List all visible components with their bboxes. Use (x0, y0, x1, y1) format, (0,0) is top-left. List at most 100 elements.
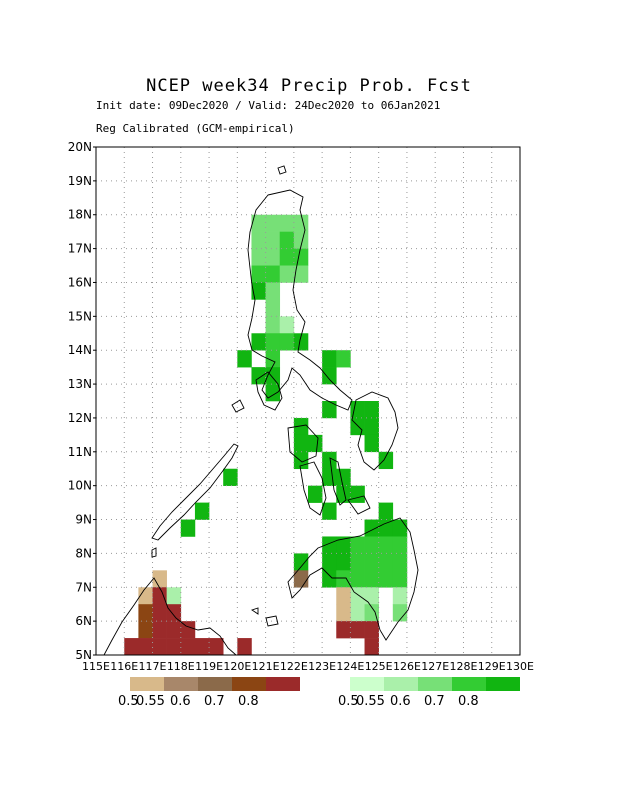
prob-cell (378, 536, 394, 554)
lon-tick-label: 125E (365, 660, 393, 673)
probability-cells (124, 214, 408, 656)
prob-cell (336, 536, 351, 554)
legend-swatch (232, 677, 266, 691)
lat-tick-label: 17N (68, 242, 92, 256)
prob-cell (308, 434, 323, 453)
prob-cell (279, 333, 295, 351)
luzon-coast (247, 189, 353, 411)
prob-cell (265, 231, 281, 249)
prob-cell (392, 587, 408, 605)
legend-label: 0.5 (118, 694, 139, 709)
prob-cell (364, 621, 379, 639)
prob-cell (364, 638, 379, 656)
prob-cell (265, 299, 281, 317)
lon-tick-label: 120E (223, 660, 251, 673)
wet-legend-bar (350, 676, 520, 691)
lat-tick-label: 18N (68, 208, 92, 222)
palawan-coast (151, 443, 239, 541)
panay-coast (287, 424, 319, 463)
lon-tick-label: 129E (478, 660, 506, 673)
prob-cell (336, 570, 351, 588)
legend-label: 0.6 (390, 694, 411, 709)
prob-cell (166, 638, 182, 656)
prob-cell (251, 367, 266, 385)
prob-cell (265, 316, 281, 334)
prob-cell (251, 214, 266, 232)
prob-cell (279, 316, 295, 334)
borneo-coast (103, 577, 237, 656)
latitude-labels: 20N 19N 18N 17N 16N 15N 14N 13N 12N 11N 10N 9N 8N 7N 6… (68, 140, 96, 662)
lon-tick-label: 130E (506, 660, 534, 673)
lon-tick-label: 116E (110, 660, 138, 673)
legend-swatch (418, 677, 452, 691)
prob-cell (322, 502, 337, 520)
prob-cell (237, 350, 252, 368)
legend-label: 0.7 (204, 694, 225, 709)
lon-tick-label: 119E (195, 660, 223, 673)
prob-cell (364, 434, 379, 453)
prob-cell (251, 282, 266, 300)
lat-tick-label: 14N (68, 343, 92, 357)
bohol-coast (347, 495, 371, 515)
dry-legend-bar (130, 676, 300, 691)
lat-tick-label: 16N (68, 275, 92, 289)
lon-tick-label: 122E (280, 660, 308, 673)
lat-tick-label: 20N (68, 140, 92, 154)
negros-coast (299, 461, 327, 516)
prob-cell (392, 519, 408, 537)
prob-cell (378, 519, 394, 537)
lon-tick-label: 118E (167, 660, 195, 673)
prob-cell (364, 587, 379, 605)
lat-tick-label: 10N (68, 479, 92, 493)
prob-cell (251, 265, 266, 283)
prob-cell (265, 214, 281, 232)
samar-coast (351, 391, 399, 471)
legend-label: 0.6 (170, 694, 191, 709)
prob-cell (392, 604, 408, 622)
prob-cell (336, 485, 351, 503)
prob-cell (152, 570, 167, 588)
legend-label: 0.55 (136, 694, 165, 709)
prob-cell (265, 265, 281, 283)
lon-tick-label: 124E (336, 660, 364, 673)
lon-tick-label: 126E (393, 660, 421, 673)
prob-cell (265, 384, 281, 402)
prob-cell (138, 638, 153, 656)
cebu-coast (329, 457, 347, 506)
prob-cell (293, 553, 309, 571)
prob-cell (194, 502, 210, 520)
legend-label: 0.5 (338, 694, 359, 709)
prob-cell (166, 587, 182, 605)
prob-cell (293, 417, 309, 436)
prob-cell (180, 519, 196, 537)
lat-tick-label: 13N (68, 377, 92, 391)
prob-cell (378, 553, 394, 571)
prob-cell (265, 367, 281, 385)
prob-cell (392, 570, 408, 588)
prob-cell (152, 638, 167, 656)
small-island-3 (250, 607, 259, 615)
prob-cell (392, 553, 408, 571)
prob-cell (293, 248, 309, 266)
lon-tick-label: 115E (82, 660, 110, 673)
prob-cell (350, 604, 365, 622)
prob-cell (251, 248, 266, 266)
legend-swatch (164, 677, 198, 691)
prob-cell (265, 350, 281, 368)
prob-cell (223, 468, 238, 486)
small-island-2 (231, 399, 245, 413)
legend-label: 0.55 (356, 694, 385, 709)
small-island-4 (265, 615, 279, 627)
prob-cell (336, 468, 351, 486)
lon-tick-label: 123E (308, 660, 336, 673)
prob-cell (350, 536, 365, 554)
prob-cell (279, 214, 295, 232)
prob-cell (336, 553, 351, 571)
longitude-labels: 115E 116E 117E 118E 119E 120E 121E 122E 123E 124E… (82, 660, 534, 673)
prob-cell (209, 638, 224, 656)
lat-tick-label: 11N (68, 445, 92, 459)
prob-cell (322, 451, 337, 470)
prob-cell (180, 638, 196, 656)
prob-cell (350, 485, 365, 503)
map-frame (95, 146, 521, 656)
